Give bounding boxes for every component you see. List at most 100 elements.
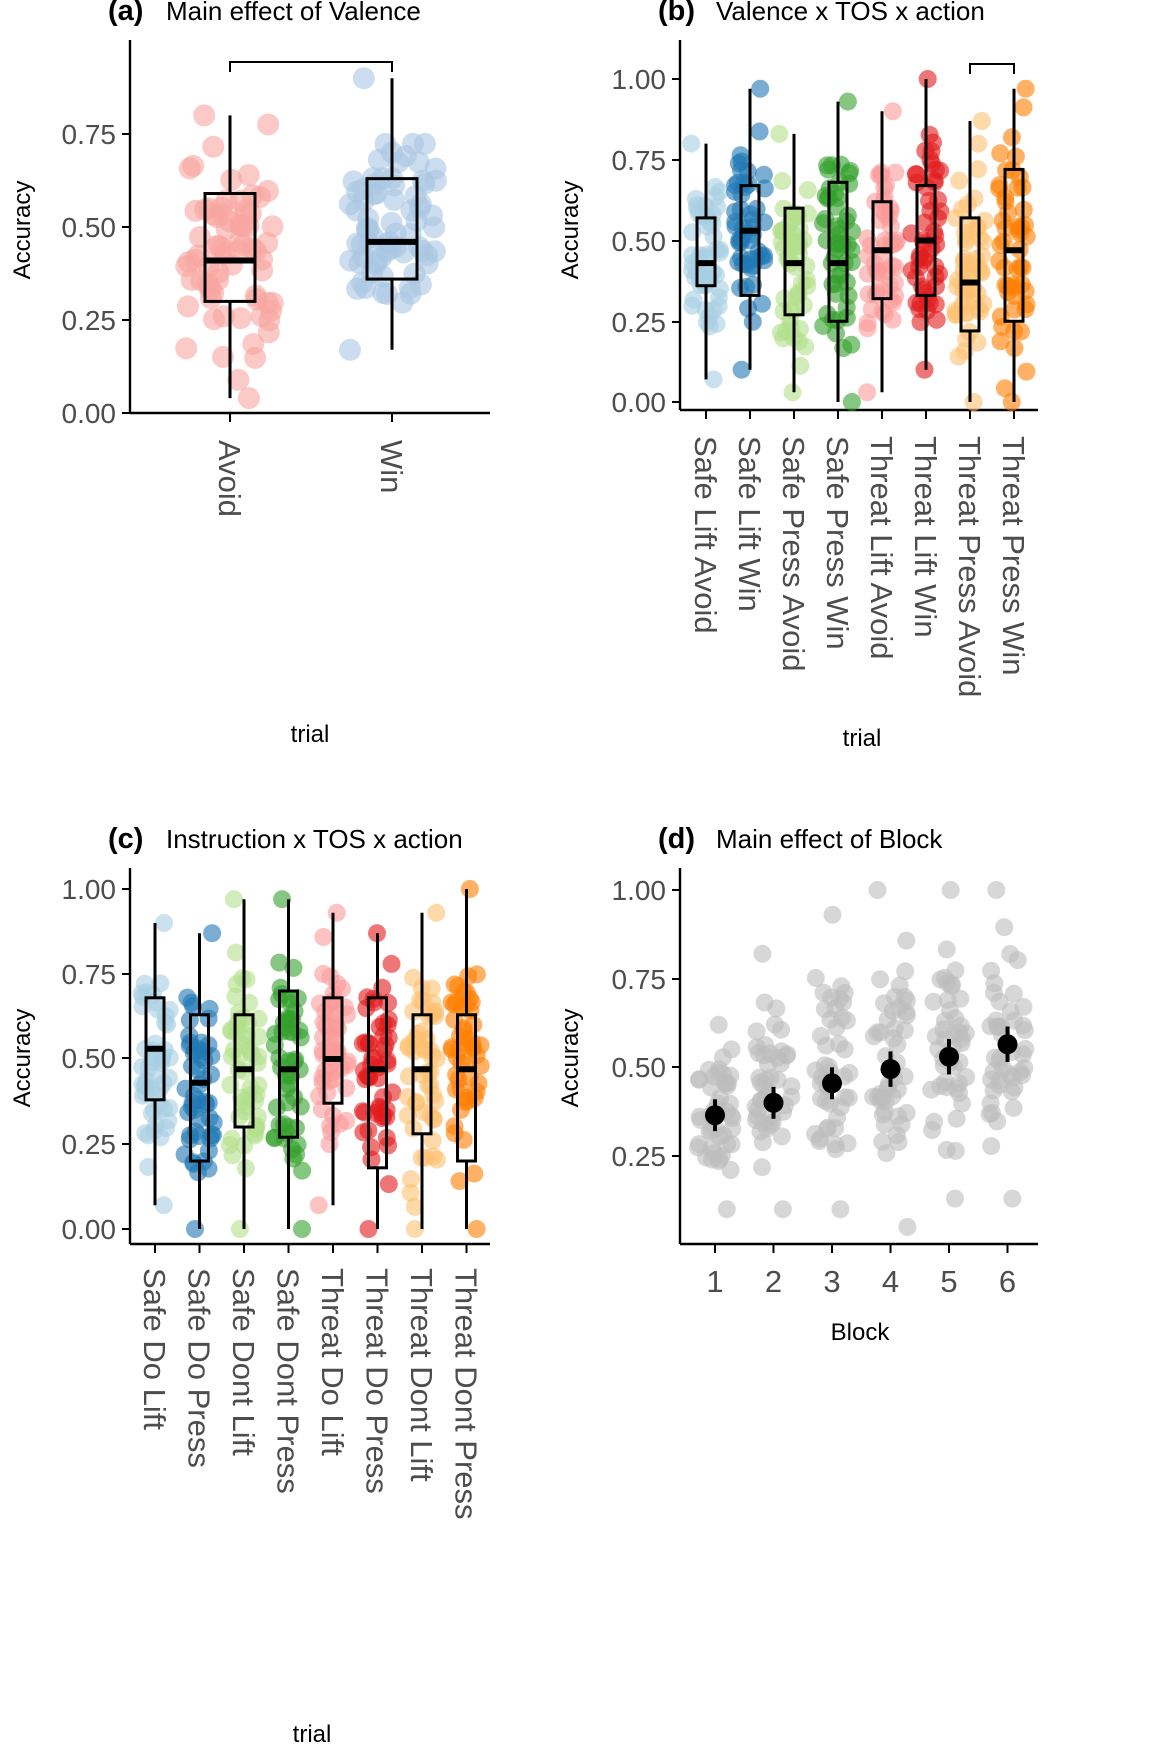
data-point	[202, 1047, 221, 1065]
data-point	[991, 332, 1010, 351]
data-point	[258, 309, 281, 332]
data-point	[391, 291, 414, 314]
data-point	[327, 903, 346, 922]
panel-tag: (c)	[108, 823, 143, 855]
data-point	[154, 1196, 173, 1215]
data-point	[878, 1010, 897, 1029]
data-point	[763, 1113, 782, 1132]
data-point	[280, 1075, 298, 1094]
box	[365, 177, 419, 281]
y-axis-label: Accuracy	[9, 181, 36, 280]
data-point	[870, 279, 889, 298]
data-point	[427, 903, 446, 922]
data-point	[753, 1133, 772, 1152]
data-point	[832, 155, 850, 174]
data-point	[309, 1196, 328, 1215]
data-point	[1004, 984, 1023, 1003]
data-point	[969, 160, 988, 179]
data-point	[964, 393, 983, 411]
data-point	[320, 1135, 339, 1153]
data-point	[981, 1094, 1000, 1113]
data-point	[946, 1189, 964, 1208]
data-point	[972, 112, 991, 130]
data-point	[949, 1023, 968, 1042]
data-point	[283, 1140, 302, 1159]
data-point	[950, 171, 969, 190]
data-point	[321, 1117, 339, 1135]
x-tick-label: Threat Do Lift	[315, 1268, 350, 1456]
data-point	[858, 319, 877, 338]
y-tick-label: 0.50	[612, 226, 667, 257]
data-point	[858, 383, 877, 402]
data-point	[776, 322, 795, 341]
data-point	[202, 135, 225, 158]
data-point	[817, 1036, 836, 1055]
jitter-points	[175, 104, 284, 410]
data-point	[445, 995, 464, 1014]
y-tick-label: 0.25	[62, 1129, 117, 1160]
data-point	[806, 1061, 825, 1080]
data-point	[772, 1020, 790, 1039]
boxplot-8	[1003, 88, 1025, 402]
data-point	[937, 940, 956, 959]
y-tick-label: 0.25	[612, 307, 667, 338]
data-point	[718, 1076, 737, 1095]
data-point	[423, 216, 446, 239]
y-tick-label: 0.00	[612, 387, 667, 418]
panel-a: (a) Main effect of Valence 0.00 0.25 0.50 0.7…	[9, 0, 490, 748]
data-point	[753, 1158, 771, 1177]
data-point	[1005, 1078, 1024, 1097]
panel-tag: (d)	[658, 823, 695, 855]
data-point	[826, 1135, 845, 1154]
y-axis-label: Accuracy	[557, 181, 584, 280]
x-tick-label: Threat Dont Press	[449, 1268, 484, 1520]
x-tick-label: Threat Dont Lift	[404, 1268, 439, 1482]
data-point	[871, 970, 890, 989]
x-tick-label: Avoid	[212, 440, 247, 517]
box	[278, 989, 299, 1139]
boxplot-1	[203, 115, 257, 399]
data-point	[454, 982, 473, 1001]
data-point	[991, 144, 1010, 163]
data-point	[798, 181, 817, 199]
data-point	[704, 370, 723, 389]
data-point	[918, 70, 937, 88]
data-point	[1002, 393, 1021, 411]
jitter-points	[806, 905, 859, 1219]
x-axis-label: trial	[291, 721, 330, 748]
data-point	[927, 160, 946, 179]
data-point	[337, 1111, 356, 1130]
data-point	[771, 1054, 790, 1073]
data-point	[965, 189, 984, 208]
data-point	[830, 1035, 849, 1054]
data-point	[934, 1020, 953, 1039]
data-point	[816, 210, 835, 228]
x-tick-label: 1	[706, 1264, 723, 1299]
boxplot-6	[915, 79, 937, 370]
mean-point	[822, 1073, 842, 1094]
panel-title: Instruction x TOS x action	[166, 824, 463, 854]
data-point	[211, 237, 233, 259]
data-point	[925, 1112, 944, 1131]
boxplot-2	[739, 88, 761, 370]
data-point	[753, 294, 771, 313]
data-point	[770, 124, 789, 143]
data-point	[379, 1175, 398, 1194]
boxplot-4	[278, 899, 299, 1229]
data-point	[351, 272, 374, 294]
data-point	[875, 1115, 894, 1134]
data-point	[232, 1088, 251, 1107]
data-point	[281, 1010, 300, 1029]
data-point	[203, 308, 225, 331]
data-point	[464, 1015, 483, 1034]
data-point	[838, 92, 857, 111]
significance-bracket	[969, 63, 1015, 74]
x-tick-label: Safe Lift Avoid	[688, 436, 723, 634]
data-point	[929, 191, 947, 209]
data-point	[416, 1148, 435, 1167]
x-tick-label: 3	[823, 1264, 840, 1299]
x-tick-label: 6	[999, 1264, 1016, 1299]
y-axis-label: Accuracy	[557, 1009, 584, 1108]
data-point	[907, 165, 926, 184]
jitter-points	[990, 79, 1036, 411]
